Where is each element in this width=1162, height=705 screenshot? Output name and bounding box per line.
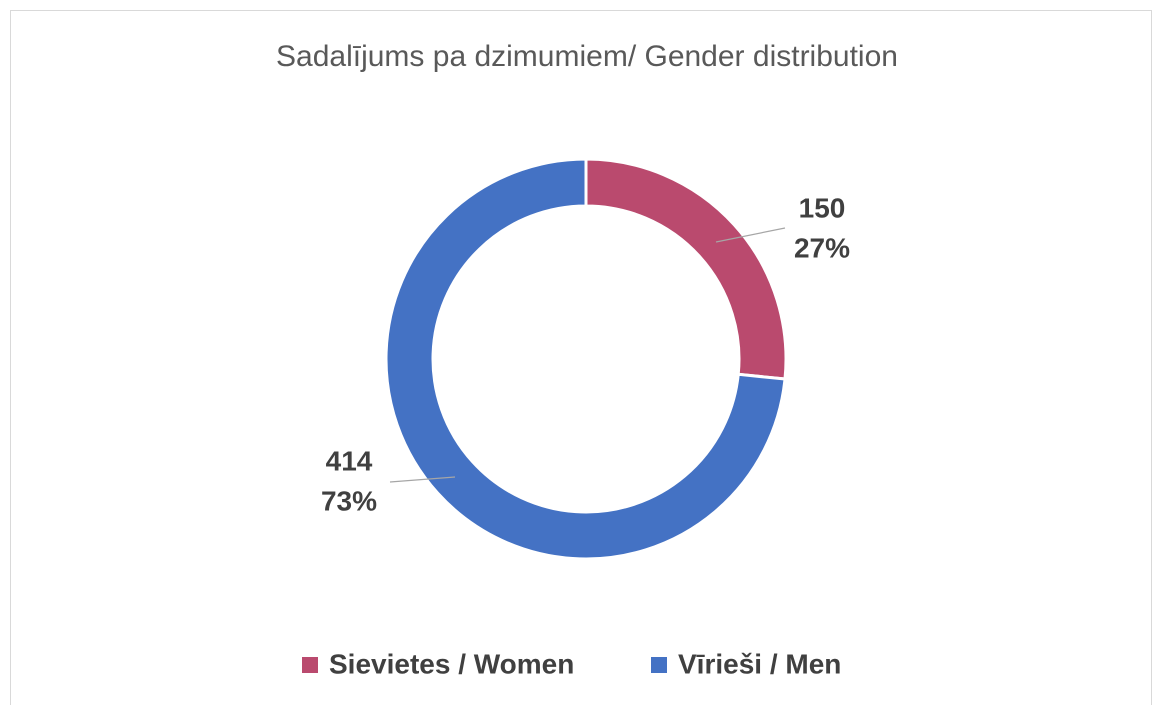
data-label-percent: 73% xyxy=(321,485,377,516)
legend-label: Vīrieši / Men xyxy=(678,648,841,679)
doughnut-segment xyxy=(384,157,787,561)
legend-swatch xyxy=(302,657,318,673)
leader-line xyxy=(715,227,786,243)
legend-label: Sievietes / Women xyxy=(329,648,574,679)
chart-border xyxy=(10,10,1152,705)
chart-title: Sadalījums pa dzimumiem/ Gender distribu… xyxy=(276,40,898,73)
legend-swatch xyxy=(651,657,667,673)
data-label-value: 414 xyxy=(326,445,373,476)
leader-line xyxy=(389,476,456,483)
data-label-value: 150 xyxy=(799,192,846,223)
data-label-percent: 27% xyxy=(794,232,850,263)
